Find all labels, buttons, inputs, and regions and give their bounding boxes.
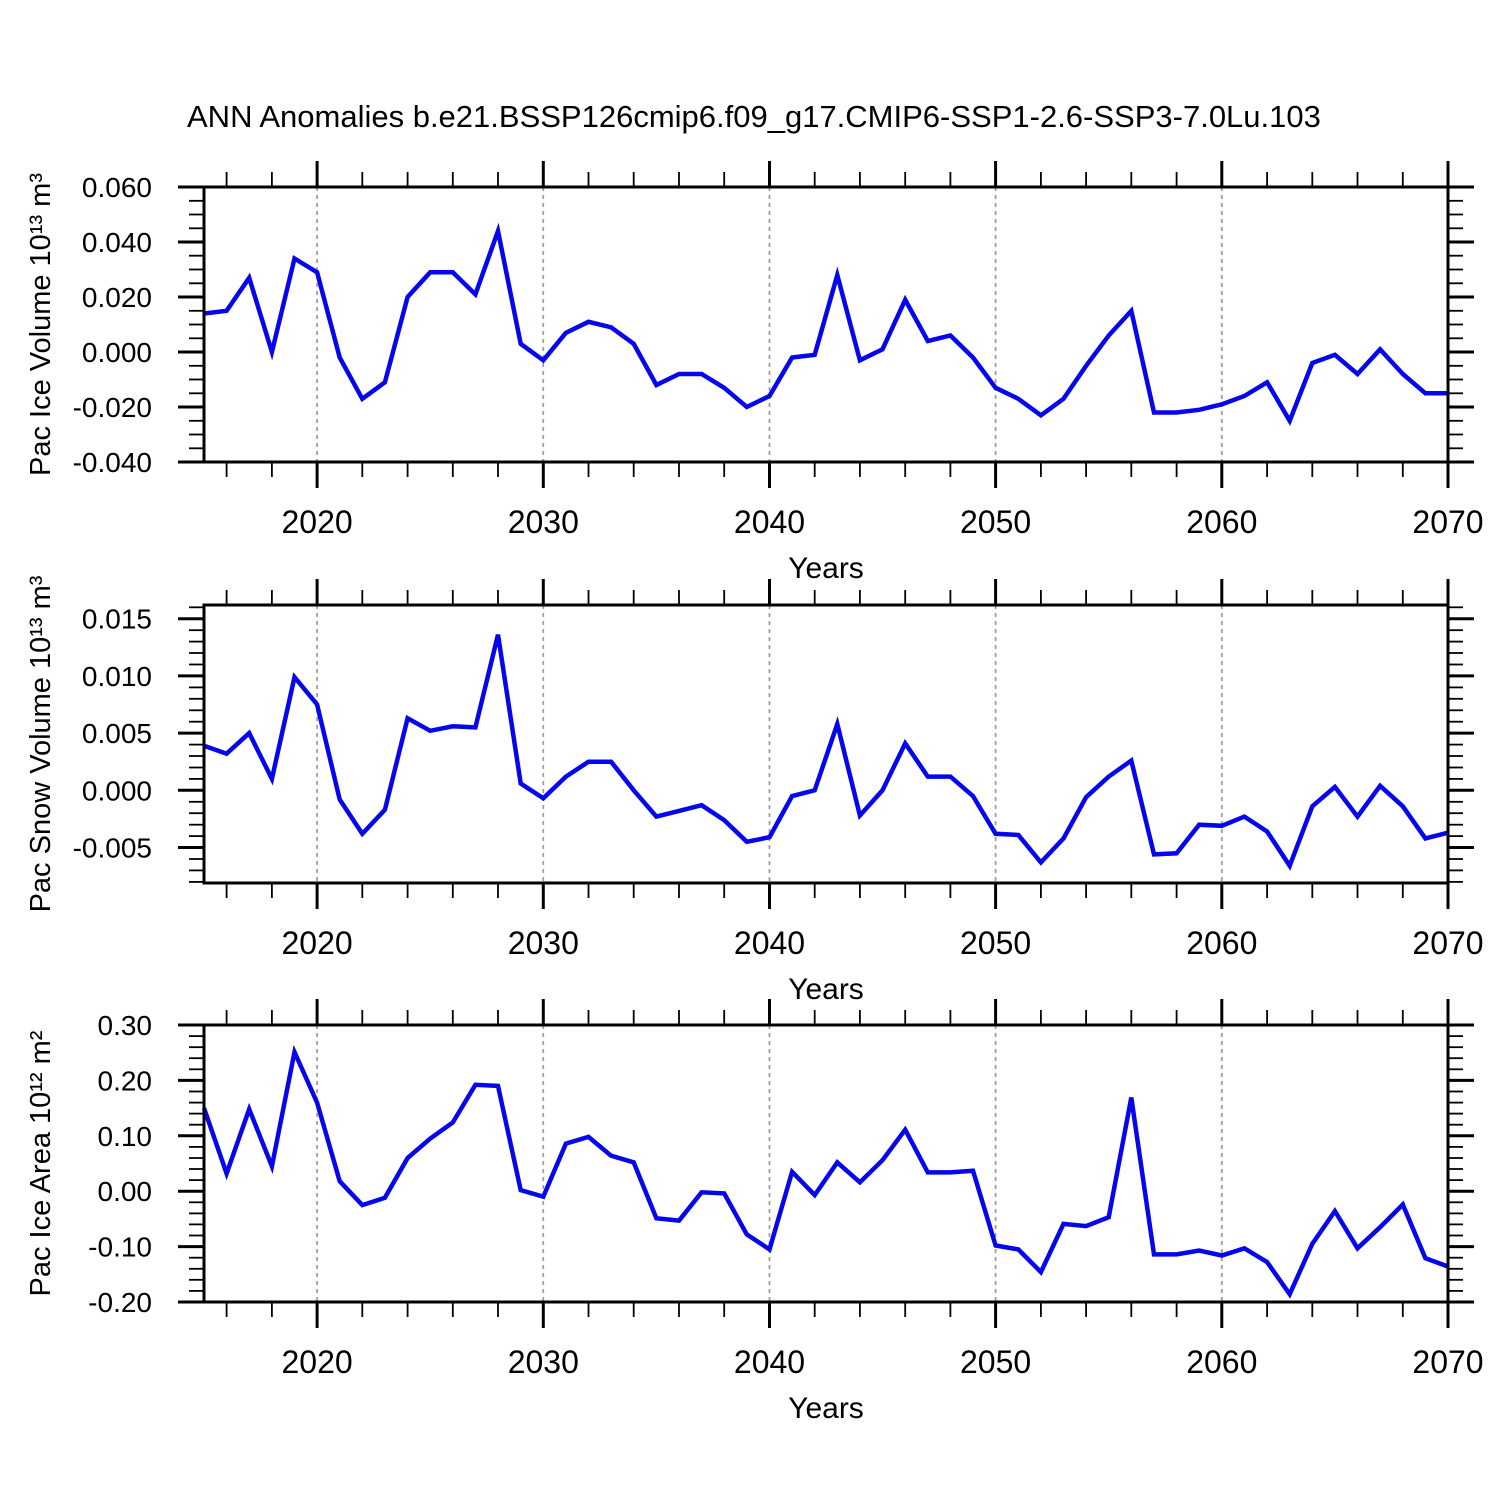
x-tick-label: 2020 — [282, 925, 353, 961]
y-tick-label: 0.040 — [82, 227, 152, 258]
y-tick-label: -0.005 — [73, 833, 152, 864]
y-tick-label: 0.015 — [82, 604, 152, 635]
x-tick-label: 2020 — [282, 504, 353, 540]
chart-panel-2: 0.015 0.010 0.005 0.000 -0.005 2020 2030 2040 20… — [73, 579, 1484, 961]
y-tick-label: 0.30 — [98, 1010, 153, 1041]
x-tick-label: 2030 — [508, 925, 579, 961]
x-tick-label: 2040 — [734, 925, 805, 961]
plot-box — [202, 1023, 1450, 1304]
y-tick-label: 0.000 — [82, 337, 152, 368]
y-ticks — [178, 1023, 1474, 1304]
x-ticks — [225, 999, 1450, 1328]
x-ticks — [225, 161, 1450, 488]
x-tick-label: 2070 — [1412, 1344, 1483, 1380]
y-axis-title-pac-snow-volume: Pac Snow Volume 10¹³ m³ — [25, 575, 57, 912]
series-line-chart-1 — [203, 222, 1448, 426]
x-tick-label: 2050 — [960, 925, 1031, 961]
x-tick-label: 2050 — [960, 504, 1031, 540]
y-tick-label: 0.060 — [82, 172, 152, 203]
chart-panel-3: 0.30 0.20 0.10 0.00 -0.10 -0.20 2020 2030 2040 20… — [88, 999, 1484, 1380]
y-tick-label: 0.000 — [82, 775, 152, 806]
series-line-chart-2 — [203, 634, 1449, 871]
y-tick-label: -0.10 — [88, 1232, 152, 1263]
y-axis-title-pac-ice-area: Pac Ice Area 10¹² m² — [25, 1030, 57, 1296]
series-line-chart-3 — [201, 1044, 1449, 1299]
x-tick-label: 2030 — [508, 504, 579, 540]
figure-title: ANN Anomalies b.e21.BSSP126cmip6.f09_g17… — [187, 99, 1321, 134]
y-ticks — [178, 606, 1474, 883]
x-tick-label: 2040 — [734, 1344, 805, 1380]
y-tick-label: -0.020 — [73, 392, 152, 423]
plot-box — [202, 185, 1450, 464]
y-tick-label: -0.040 — [73, 447, 152, 478]
y-tick-label: 0.010 — [82, 661, 152, 692]
chart-panel-1: 0.060 0.040 0.020 0.000 -0.020 -0.040 2020 2030… — [73, 161, 1484, 540]
y-ticks — [178, 185, 1474, 464]
x-tick-label: 2040 — [734, 504, 805, 540]
x-axis-title-years-3: Years — [788, 1392, 864, 1425]
tick-labels: 0.015 0.010 0.005 0.000 -0.005 2020 2030 2040 20… — [73, 604, 1484, 961]
y-tick-label: 0.005 — [82, 718, 152, 749]
y-tick-label: 0.10 — [98, 1121, 153, 1152]
x-tick-label: 2070 — [1412, 925, 1483, 961]
x-axis-title-years-2: Years — [788, 973, 864, 1006]
y-tick-label: 0.20 — [98, 1065, 153, 1096]
gridlines — [316, 1025, 1223, 1302]
plot-box — [202, 603, 1450, 885]
y-tick-label: 0.020 — [82, 282, 152, 313]
x-tick-label: 2060 — [1186, 504, 1257, 540]
x-tick-label: 2020 — [282, 1344, 353, 1380]
x-tick-label: 2060 — [1186, 925, 1257, 961]
x-tick-label: 2070 — [1412, 504, 1483, 540]
y-axis-title-pac-ice-volume: Pac Ice Volume 10¹³ m³ — [25, 173, 57, 476]
x-ticks — [225, 579, 1450, 909]
x-axis-title-years-1: Years — [788, 552, 864, 585]
tick-labels: 0.060 0.040 0.020 0.000 -0.020 -0.040 2020 2030… — [73, 172, 1484, 540]
x-tick-label: 2050 — [960, 1344, 1031, 1380]
x-tick-label: 2030 — [508, 1344, 579, 1380]
gridlines — [316, 605, 1223, 883]
tick-labels: 0.30 0.20 0.10 0.00 -0.10 -0.20 2020 2030 2040 20… — [88, 1010, 1483, 1380]
y-tick-label: -0.20 — [88, 1287, 152, 1318]
charts-container: 0.060 0.040 0.020 0.000 -0.020 -0.040 2020 2030… — [73, 161, 1484, 1380]
y-tick-label: 0.00 — [98, 1176, 153, 1207]
x-tick-label: 2060 — [1186, 1344, 1257, 1380]
gridlines — [316, 187, 1223, 462]
